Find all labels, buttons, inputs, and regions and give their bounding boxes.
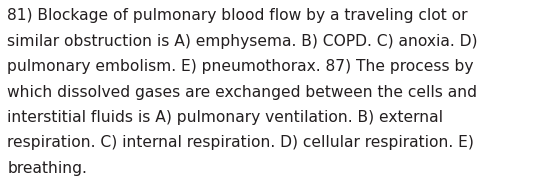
Text: interstitial fluids is A) pulmonary ventilation. B) external: interstitial fluids is A) pulmonary vent… xyxy=(7,110,443,125)
Text: which dissolved gases are exchanged between the cells and: which dissolved gases are exchanged betw… xyxy=(7,85,477,100)
Text: breathing.: breathing. xyxy=(7,161,87,176)
Text: respiration. C) internal respiration. D) cellular respiration. E): respiration. C) internal respiration. D)… xyxy=(7,135,474,150)
Text: 81) Blockage of pulmonary blood flow by a traveling clot or: 81) Blockage of pulmonary blood flow by … xyxy=(7,8,468,24)
Text: pulmonary embolism. E) pneumothorax. 87) The process by: pulmonary embolism. E) pneumothorax. 87)… xyxy=(7,59,474,74)
Text: similar obstruction is A) emphysema. B) COPD. C) anoxia. D): similar obstruction is A) emphysema. B) … xyxy=(7,34,478,49)
